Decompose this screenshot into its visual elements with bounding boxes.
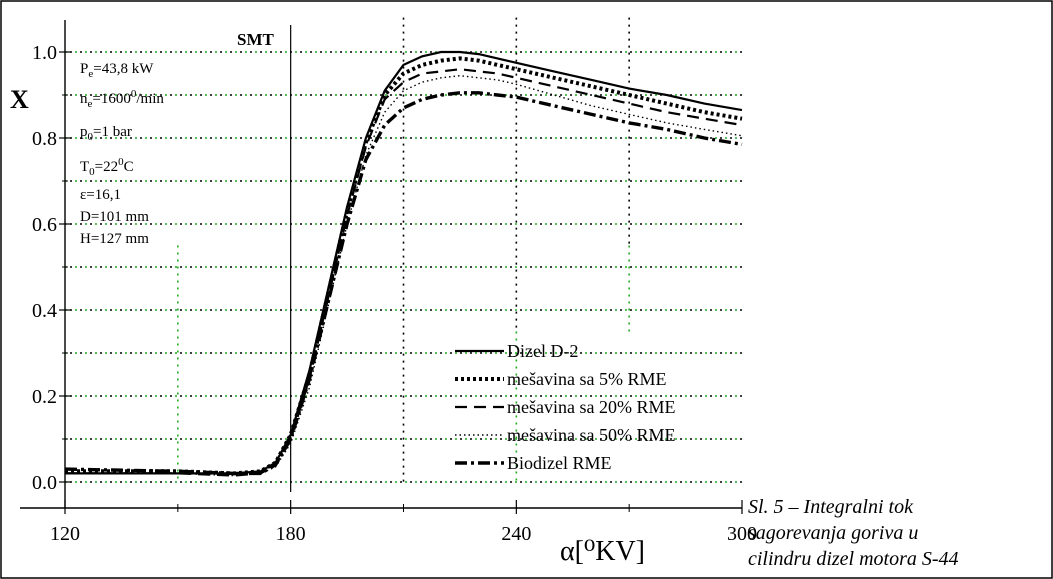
- parameter-text: D=101 mm: [80, 209, 149, 225]
- y-tick-label: 0.2: [32, 386, 57, 408]
- series-line: [65, 56, 743, 476]
- y-axis-label: X: [10, 85, 29, 114]
- smt-label: SMT: [237, 30, 275, 49]
- parameter-text: p0=1 bar: [80, 124, 132, 143]
- data-series: [64, 50, 743, 477]
- caption-line: Sl. 5 – Integralni tok: [748, 496, 913, 518]
- legend-label: mešavina sa 20% RME: [507, 397, 675, 417]
- legend-label: mešavina sa 50% RME: [507, 425, 675, 445]
- tick-labels: 120 180 240 300 0.0 0.2 0.4 0.6 0.8 1.0: [32, 42, 757, 545]
- x-axis-label: α[⁰KV]: [560, 536, 645, 567]
- legend-label: Dizel D-2: [507, 341, 578, 361]
- parameter-block: Pe=43,8 kW ne=16000/min p0=1 bar T0=220C ε=1…: [80, 61, 164, 247]
- series-line: [64, 91, 743, 476]
- parameter-text: ε=16,1: [80, 187, 121, 203]
- x-tick-label: 120: [50, 523, 80, 545]
- axes: [20, 20, 743, 514]
- y-tick-label: 0.4: [32, 300, 57, 322]
- figure-caption: Sl. 5 – Integralni tok sagorevanja goriv…: [748, 494, 1048, 572]
- y-tick-label: 0.0: [32, 472, 57, 494]
- x-tick-label: 300: [727, 523, 757, 545]
- legend-label: mešavina sa 5% RME: [507, 369, 666, 389]
- x-tick-label: 180: [276, 523, 306, 545]
- y-tick-label: 0.8: [32, 128, 57, 150]
- grid-lines: [65, 17, 742, 483]
- legend: Dizel D-2 mešavina sa 5% RME mešavina sa 2…: [455, 341, 675, 473]
- x-tick-label: 240: [501, 523, 531, 545]
- parameter-text: H=127 mm: [80, 231, 149, 247]
- caption-line: cilindru dizel motora S-44: [748, 548, 959, 570]
- caption-line: sagorevanja goriva u: [748, 522, 919, 544]
- parameter-text: T0=220C: [80, 156, 134, 178]
- y-tick-label: 1.0: [32, 42, 57, 64]
- parameter-text: ne=16000/min: [80, 88, 164, 110]
- parameter-text: Pe=43,8 kW: [80, 61, 154, 80]
- legend-label: Biodizel RME: [507, 453, 612, 473]
- y-tick-label: 0.6: [32, 214, 57, 236]
